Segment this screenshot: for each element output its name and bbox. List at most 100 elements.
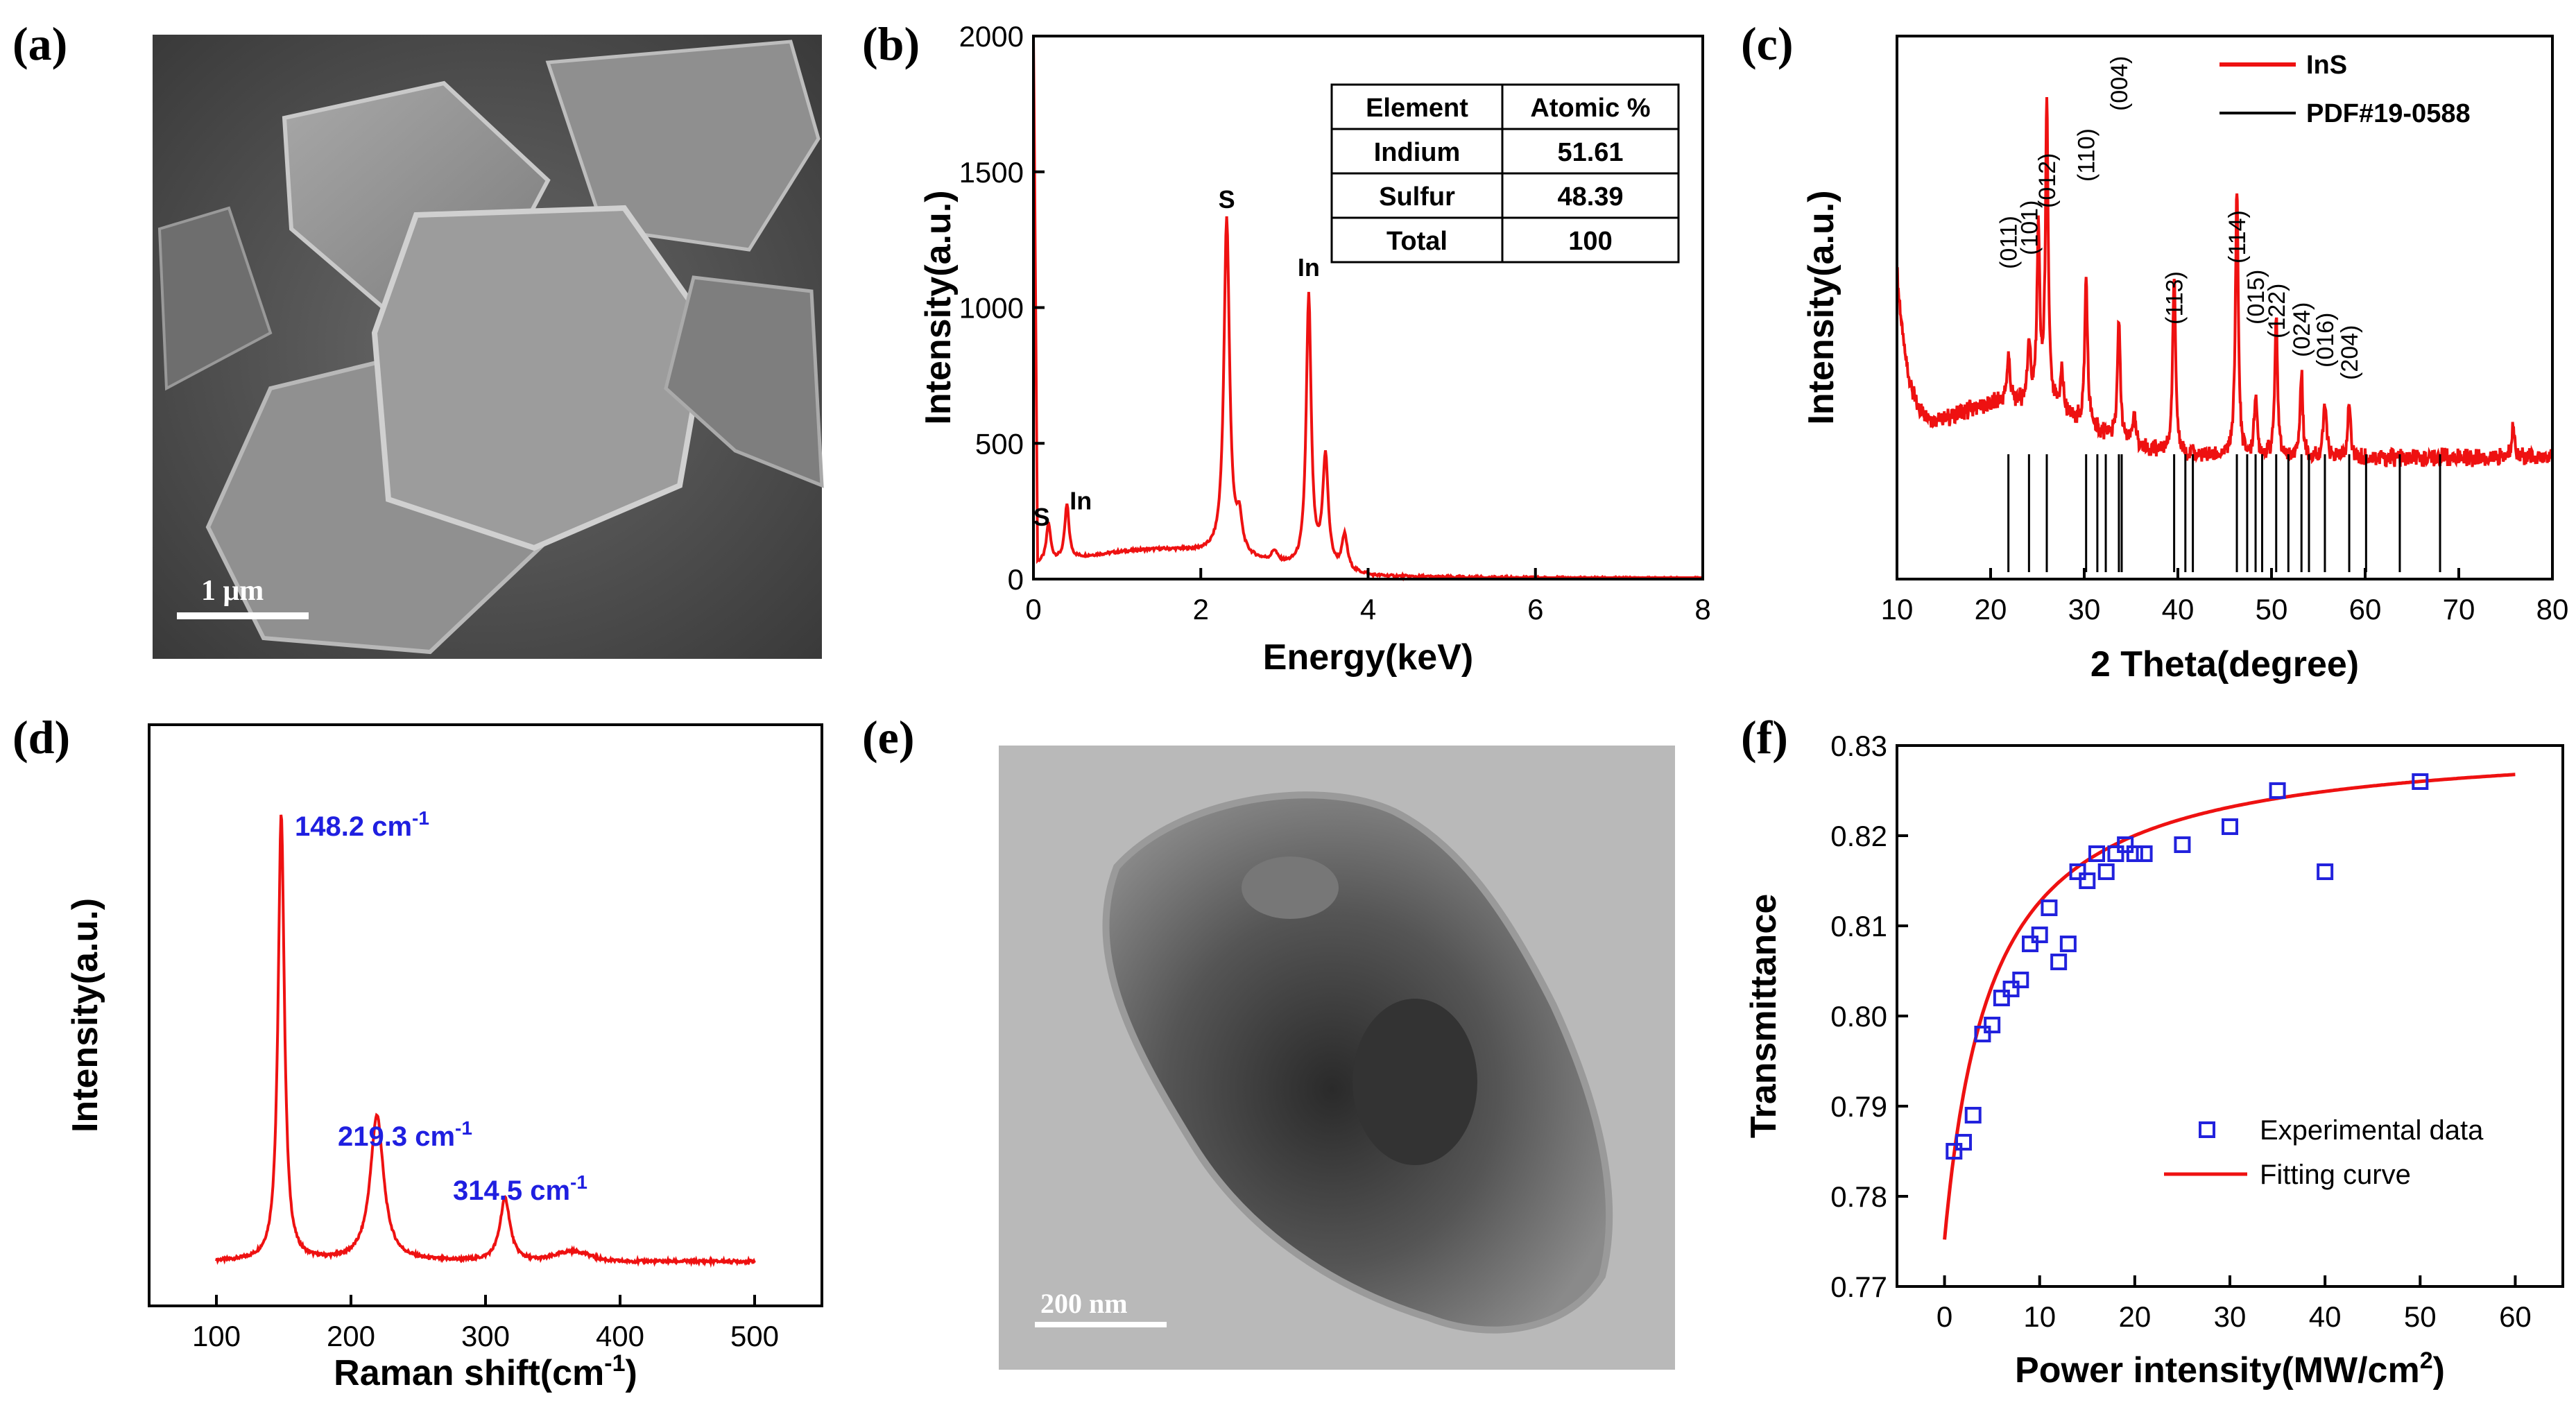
data-point <box>2002 981 2020 997</box>
fitting-curve-line <box>1943 773 2516 1240</box>
x-tick-label: 6 <box>1527 593 1543 626</box>
hkl-label: (204) <box>2337 325 2363 380</box>
x-tick-label: 40 <box>2309 1300 2342 1333</box>
xrd-pattern-line <box>1896 97 2554 468</box>
peak-label: In <box>1070 487 1092 515</box>
x-tick-label: 40 <box>2162 593 2195 626</box>
legend-label: InS <box>2306 51 2347 80</box>
xrd-chart: (011)(101)(012) (110)(004) (113) (114) (015)… <box>1801 35 2569 685</box>
x-tick-label: 500 <box>730 1320 779 1352</box>
hkl-label: (012) <box>2034 153 2061 208</box>
hkl-label: (015) <box>2243 270 2269 325</box>
x-tick-label: 20 <box>1975 593 2007 626</box>
legend-label: PDF#19-0588 <box>2306 99 2471 128</box>
x-tick-label: 2 <box>1193 593 1209 626</box>
tem-image: 200 nm <box>999 746 1675 1370</box>
panel-label-e: (e) <box>862 711 914 764</box>
table-cell: Sulfur <box>1379 182 1455 212</box>
hkl-label: (114) <box>2224 210 2251 264</box>
hkl-label: (024) <box>2289 302 2315 357</box>
hkl-label: (110) <box>2074 128 2100 182</box>
data-point <box>2031 927 2048 943</box>
scale-bar-e <box>1035 1322 1167 1327</box>
panel-label-c: (c) <box>1741 17 1793 70</box>
x-tick-label: 0 <box>1025 593 1041 626</box>
x-tick-label: 50 <box>2256 593 2288 626</box>
hkl-label: (011) <box>1996 216 2023 269</box>
peak-label: 219.3 cm-1 <box>338 1117 472 1152</box>
hkl-label: (113) <box>2162 271 2188 325</box>
data-point <box>2097 863 2115 880</box>
raman-chart: 100 200 300 400 500 148.2 cm-1 219.3 cm-1 314.5… <box>65 723 823 1393</box>
legend-label: Fitting curve <box>2260 1160 2411 1190</box>
x-axis-label: Energy(keV) <box>1263 637 1473 678</box>
data-point <box>2059 936 2077 952</box>
y-axis-label: Intensity(a.u.) <box>918 190 959 424</box>
x-tick-label: 60 <box>2349 593 2382 626</box>
data-point <box>1993 990 2010 1006</box>
table-cell: 100 <box>1568 227 1612 256</box>
x-axis-label: Raman shift(cm-1) <box>334 1350 637 1393</box>
hkl-label: (016) <box>2312 313 2339 368</box>
x-tick-label: 60 <box>2499 1300 2532 1333</box>
data-point <box>1946 1143 1963 1160</box>
data-point <box>1984 1017 2001 1033</box>
x-tick-label: 0 <box>1937 1300 1952 1333</box>
y-axis-label: Transmittance <box>1744 894 1784 1139</box>
table-cell: 48.39 <box>1557 182 1623 212</box>
data-point <box>2069 863 2086 880</box>
plot-frame <box>148 723 823 1307</box>
peak-label: S <box>1219 185 1235 214</box>
hkl-label: (004) <box>2106 56 2133 111</box>
plot-frame <box>1896 35 2554 580</box>
x-axis-label: Power intensity(MW/cm2) <box>2015 1348 2445 1391</box>
peak-label: 314.5 cm-1 <box>453 1171 587 1206</box>
x-tick-label: 30 <box>2214 1300 2247 1333</box>
x-tick-label: 300 <box>461 1320 510 1352</box>
x-tick-label: 80 <box>2536 593 2569 626</box>
scale-bar-a <box>177 612 309 619</box>
x-tick-label: 20 <box>2118 1300 2151 1333</box>
peak-label: S <box>1033 503 1050 531</box>
scale-label-a: 1 μm <box>201 575 264 607</box>
table-cell: Indium <box>1374 138 1461 167</box>
y-tick-label: 1500 <box>959 156 1024 189</box>
y-tick-label: 1000 <box>959 292 1024 325</box>
peak-label: In <box>1298 253 1320 282</box>
x-tick-label: 200 <box>327 1320 375 1352</box>
data-point <box>2041 899 2058 916</box>
data-point <box>1974 1026 1991 1042</box>
y-axis-label: Intensity(a.u.) <box>1801 190 1841 424</box>
table-cell: 51.61 <box>1557 138 1623 167</box>
y-tick-label: 0 <box>1008 563 1024 596</box>
panel-label-f: (f) <box>1741 711 1788 764</box>
x-tick-label: 10 <box>1881 593 1914 626</box>
x-tick-label: 10 <box>2023 1300 2056 1333</box>
data-point <box>2126 845 2143 862</box>
legend-marker <box>2199 1121 2215 1138</box>
table-header-element: Element <box>1366 94 1468 123</box>
plot-frame <box>1896 744 2564 1288</box>
data-point <box>2117 836 2134 853</box>
peak-label: 148.2 cm-1 <box>295 807 429 842</box>
x-axis-label: 2 Theta(degree) <box>2090 644 2359 685</box>
x-tick-label: 50 <box>2404 1300 2437 1333</box>
data-point <box>2317 863 2334 880</box>
x-tick-label: 400 <box>596 1320 644 1352</box>
y-tick-label: 2000 <box>959 20 1024 53</box>
data-point <box>1955 1134 1972 1151</box>
y-tick-label: 0.81 <box>1830 910 1887 942</box>
legend-label: Experimental data <box>2260 1115 2484 1146</box>
y-axis-label: Intensity(a.u.) <box>65 898 105 1133</box>
x-tick-label: 8 <box>1694 593 1710 626</box>
y-tick-label: 0.83 <box>1830 730 1887 762</box>
panel-label-d: (d) <box>12 711 70 764</box>
y-tick-label: 0.82 <box>1830 820 1887 852</box>
data-point <box>2136 845 2153 862</box>
data-point <box>2050 954 2068 970</box>
panel-label-b: (b) <box>862 17 920 70</box>
y-tick-label: 0.77 <box>1830 1271 1887 1303</box>
data-point <box>1964 1107 1982 1123</box>
data-point <box>2412 773 2429 790</box>
raman-spectrum-line <box>215 814 756 1268</box>
